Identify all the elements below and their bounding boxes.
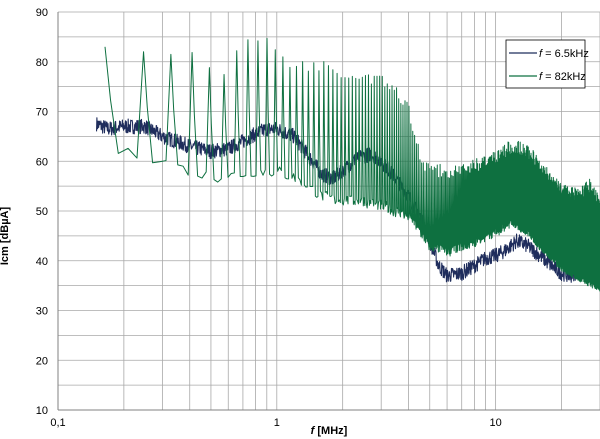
legend: f = 6.5kHz f = 82kHz [505,39,589,89]
x-tick-label: 1 [274,417,280,429]
y-tick-label: 50 [36,206,48,218]
legend-label-82khz: f = 82kHz [539,71,586,83]
series-line-82khz [104,37,600,292]
y-tick-label: 70 [36,107,48,119]
y-axis-title: Icm [dBµA] [0,207,11,266]
y-tick-label: 30 [36,306,48,318]
x-axis-title: f [MHz] [311,425,348,437]
tick-labels: 10 20 30 40 50 60 70 80 90 0,1 1 10 [36,7,502,429]
y-tick-label: 40 [36,256,48,268]
y-tick-label: 20 [36,355,48,367]
y-tick-label: 90 [36,7,48,19]
legend-box [505,39,586,89]
y-tick-label: 60 [36,156,48,168]
series-group [95,37,600,292]
legend-label-6-5khz: f = 6.5kHz [539,48,589,60]
x-tick-label: 0,1 [50,417,65,429]
y-tick-label: 80 [36,57,48,69]
y-tick-label: 10 [36,405,48,417]
x-tick-label: 10 [489,417,501,429]
